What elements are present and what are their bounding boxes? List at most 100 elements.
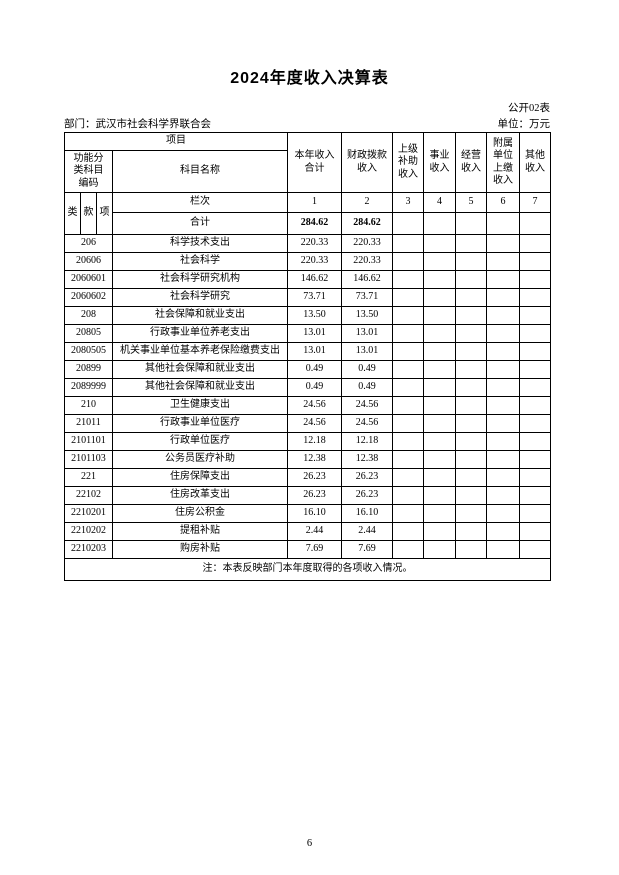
row-operating: [455, 450, 487, 469]
row-fiscal: 0.49: [341, 360, 393, 379]
header-project: 项目: [64, 132, 288, 151]
row-other: [519, 288, 551, 307]
row-superior: [392, 342, 424, 361]
table-row: 20606 社会科学 220.33 220.33: [64, 252, 551, 271]
row-code: 2060602: [64, 288, 113, 307]
header-col-business-income: 事业 收入: [423, 132, 456, 193]
row-operating: [455, 396, 487, 415]
row-code: 2060601: [64, 270, 113, 289]
row-code: 2101103: [64, 450, 113, 469]
row-fiscal: 26.23: [341, 468, 393, 487]
row-other: [519, 234, 551, 253]
row-superior: [392, 252, 424, 271]
row-superior: [392, 324, 424, 343]
header-col-fiscal-appropriation: 财政拨款 收入: [341, 132, 393, 193]
row-other: [519, 396, 551, 415]
row-annual-total: 13.01: [287, 342, 342, 361]
row-affiliated: [486, 360, 520, 379]
row-operating: [455, 522, 487, 541]
row-affiliated: [486, 414, 520, 433]
row-operating: [455, 360, 487, 379]
row-subject-name: 住房改革支出: [112, 486, 288, 505]
table-row: 2210203 购房补贴 7.69 7.69: [64, 540, 551, 559]
row-operating: [455, 342, 487, 361]
row-fiscal: 146.62: [341, 270, 393, 289]
row-annual-total: 26.23: [287, 486, 342, 505]
row-subject-name: 社会保障和就业支出: [112, 306, 288, 325]
row-affiliated: [486, 468, 520, 487]
unit-label: 单位：万元: [497, 119, 551, 130]
row-fiscal: 2.44: [341, 522, 393, 541]
row-superior: [392, 450, 424, 469]
header-code-group: 功能分 类科目 编码: [64, 150, 113, 193]
total-superior: [392, 212, 424, 235]
row-subject-name: 行政事业单位养老支出: [112, 324, 288, 343]
table-row: 20899 其他社会保障和就业支出 0.49 0.49: [64, 360, 551, 379]
row-other: [519, 324, 551, 343]
row-superior: [392, 432, 424, 451]
row-operating: [455, 306, 487, 325]
row-fiscal: 24.56: [341, 414, 393, 433]
row-other: [519, 270, 551, 289]
table-row: 2080505 机关事业单位基本养老保险缴费支出 13.01 13.01: [64, 342, 551, 361]
header-subject-name: 科目名称: [112, 150, 288, 193]
table-body: 206 科学技术支出 220.33 220.33 20606 社会科学 220.33 220.…: [64, 234, 551, 559]
row-fiscal: 73.71: [341, 288, 393, 307]
row-fiscal: 24.56: [341, 396, 393, 415]
total-annual: 284.62: [287, 212, 342, 235]
row-code: 2210201: [64, 504, 113, 523]
row-fiscal: 12.18: [341, 432, 393, 451]
row-annual-total: 7.69: [287, 540, 342, 559]
row-annual-total: 146.62: [287, 270, 342, 289]
row-business: [423, 360, 456, 379]
row-superior: [392, 288, 424, 307]
header-code-lei: 类: [64, 192, 81, 235]
rank-number: 2: [341, 192, 393, 213]
row-fiscal: 7.69: [341, 540, 393, 559]
row-code: 2210202: [64, 522, 113, 541]
header-rank-label: 栏次: [112, 192, 288, 213]
row-other: [519, 306, 551, 325]
row-other: [519, 360, 551, 379]
row-operating: [455, 324, 487, 343]
table-row: 21011 行政事业单位医疗 24.56 24.56: [64, 414, 551, 433]
total-other: [519, 212, 551, 235]
row-affiliated: [486, 342, 520, 361]
row-superior: [392, 522, 424, 541]
row-affiliated: [486, 540, 520, 559]
row-operating: [455, 432, 487, 451]
table-row: 22102 住房改革支出 26.23 26.23: [64, 486, 551, 505]
table-row: 2089999 其他社会保障和就业支出 0.49 0.49: [64, 378, 551, 397]
row-other: [519, 468, 551, 487]
table-row: 221 住房保障支出 26.23 26.23: [64, 468, 551, 487]
table-row: 2210202 提租补贴 2.44 2.44: [64, 522, 551, 541]
row-operating: [455, 414, 487, 433]
note-row: 注：本表反映部门本年度取得的各项收入情况。: [64, 558, 551, 581]
row-other: [519, 252, 551, 271]
row-subject-name: 公务员医疗补助: [112, 450, 288, 469]
row-business: [423, 396, 456, 415]
income-table: 项目 本年收入 合计 财政拨款 收入 上级 补助 收入 事业 收入 经营 收入 …: [64, 132, 551, 581]
row-affiliated: [486, 522, 520, 541]
row-superior: [392, 360, 424, 379]
header-col-affiliated-remittance: 附属 单位 上缴 收入: [486, 132, 520, 193]
row-other: [519, 414, 551, 433]
row-code: 20606: [64, 252, 113, 271]
row-subject-name: 社会科学研究: [112, 288, 288, 307]
row-code: 21011: [64, 414, 113, 433]
row-subject-name: 其他社会保障和就业支出: [112, 378, 288, 397]
row-affiliated: [486, 234, 520, 253]
row-annual-total: 13.01: [287, 324, 342, 343]
header-row-rank: 类 款 项 栏次 1 2 3 4 5 6 7: [64, 192, 551, 235]
row-operating: [455, 234, 487, 253]
rank-number: 3: [392, 192, 424, 213]
row-subject-name: 行政事业单位医疗: [112, 414, 288, 433]
total-affiliated: [486, 212, 520, 235]
row-superior: [392, 540, 424, 559]
row-fiscal: 13.01: [341, 342, 393, 361]
row-superior: [392, 468, 424, 487]
row-business: [423, 414, 456, 433]
row-business: [423, 540, 456, 559]
row-operating: [455, 288, 487, 307]
